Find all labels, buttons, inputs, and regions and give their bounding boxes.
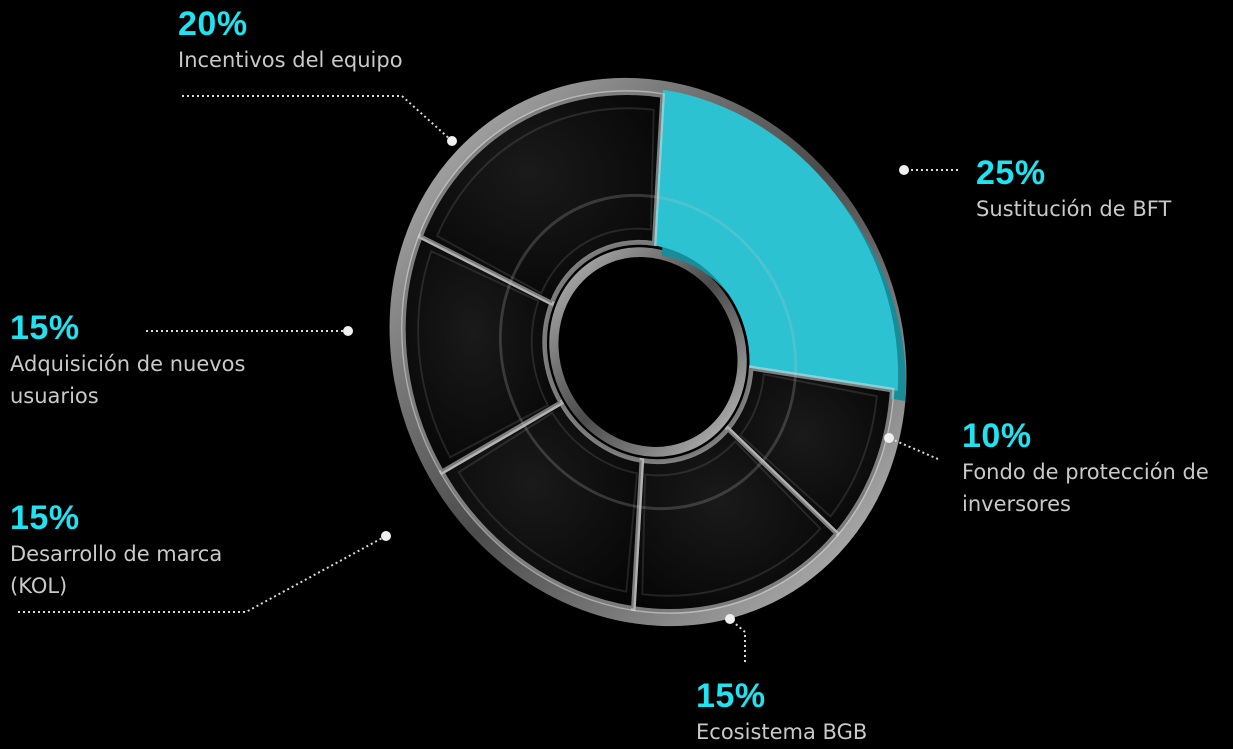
leader-dot	[899, 165, 909, 175]
leader-dot	[884, 433, 894, 443]
slice-percent: 25%	[976, 154, 1046, 192]
slice-label-bft: 25% Sustitución de BFT	[976, 155, 1171, 225]
slice-inner-edge	[457, 411, 639, 593]
donut-mid-ring	[498, 193, 798, 511]
leader-dot	[343, 326, 353, 336]
leader-dot	[447, 136, 457, 146]
slice-name: Sustitución de BFT	[976, 197, 1172, 221]
slice-name: Desarrollo de marca (KOL)	[10, 542, 223, 598]
slice-label-fondo: 10% Fondo de protección de inversores	[962, 418, 1227, 520]
slice-label-marca: 15% Desarrollo de marca (KOL)	[10, 500, 260, 602]
slice-percent: 15%	[696, 677, 766, 715]
slice-inner-edge	[417, 249, 550, 459]
slice-name: Fondo de protección de inversores	[962, 460, 1209, 516]
donut-slice	[438, 399, 645, 612]
leader-line	[888, 437, 939, 460]
slice-name: Adquisición de nuevos usuarios	[10, 352, 246, 408]
slice-inner-edge	[739, 373, 878, 518]
slice-percent: 10%	[962, 417, 1032, 455]
leader-dot	[381, 531, 391, 541]
donut-inner-rim	[549, 247, 747, 457]
slice-percent: 15%	[10, 499, 80, 537]
leader-line	[729, 618, 746, 662]
slice-percent: 15%	[10, 309, 80, 347]
slice-inner-edge	[435, 107, 655, 295]
donut-slice	[417, 90, 666, 307]
slice-percent: 20%	[178, 5, 248, 43]
slice-label-incentivos: 20% Incentivos del equipo	[178, 6, 403, 76]
leader-line	[182, 95, 453, 142]
slice-name: Ecosistema BGB	[696, 720, 868, 744]
leader-line	[18, 535, 387, 613]
slice-label-bgb: 15% Ecosistema BGB	[696, 678, 867, 748]
donut-slice	[401, 233, 565, 476]
donut-slice	[654, 89, 899, 391]
slice-label-adquisicion: 15% Adquisición de nuevos usuarios	[10, 310, 290, 412]
leader-dot	[725, 614, 735, 624]
slice-name: Incentivos del equipo	[178, 48, 403, 72]
donut-slice	[630, 425, 841, 614]
slice-inner-edge	[641, 439, 822, 597]
